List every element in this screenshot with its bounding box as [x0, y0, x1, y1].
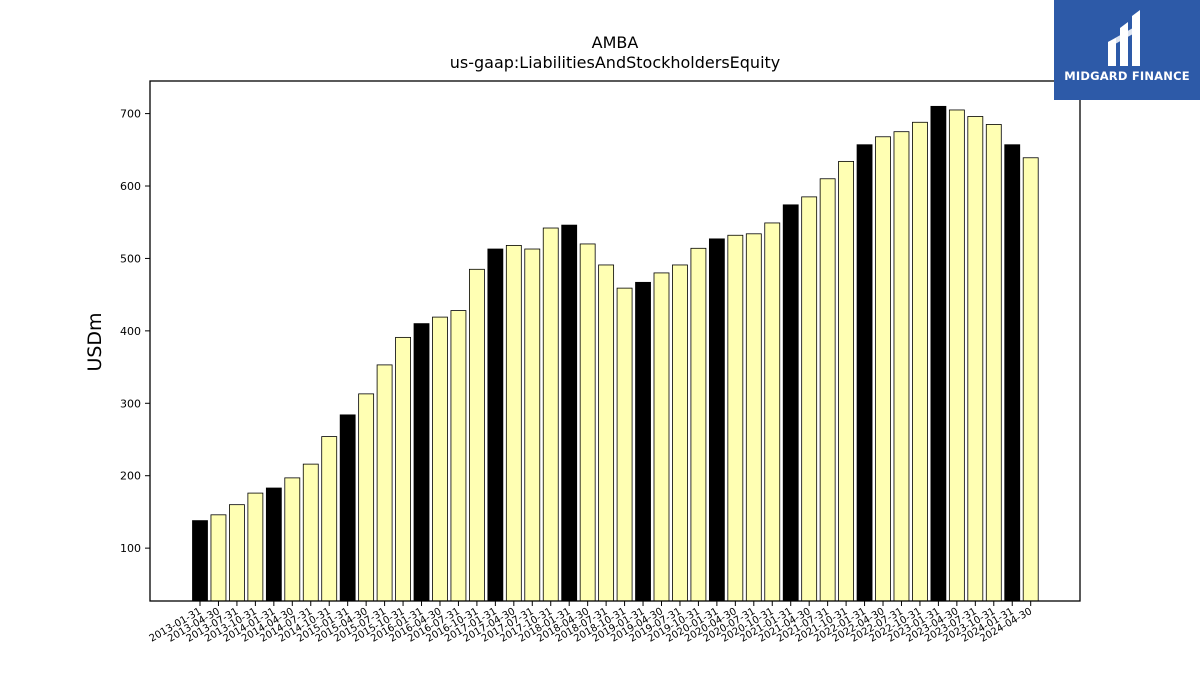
bar-2015-10-31 — [395, 336, 411, 602]
y-tick-label: 400 — [120, 325, 141, 338]
bar-2022-07-31 — [893, 131, 910, 602]
bar-2016-07-31 — [450, 310, 467, 602]
bar-2023-10-31 — [985, 124, 1002, 602]
chart-title: AMBA — [592, 33, 639, 52]
bar-2019-07-31 — [672, 264, 688, 602]
bar-2014-01-31 — [265, 487, 282, 602]
bar-2024-01-31 — [1004, 144, 1021, 602]
bar-2022-10-31 — [912, 121, 928, 602]
bar-2016-01-31 — [413, 323, 430, 602]
bar-2014-10-31 — [321, 436, 338, 602]
bar-2020-04-30 — [727, 234, 744, 602]
y-tick-label: 700 — [120, 108, 141, 121]
bar-2018-10-31 — [616, 287, 633, 602]
bar-2015-01-31 — [339, 414, 356, 602]
bar-2016-04-30 — [432, 316, 448, 602]
bar-2014-04-30 — [284, 477, 301, 602]
chart-subtitle: us-gaap:LiabilitiesAndStockholdersEquity — [450, 53, 781, 72]
bar-2013-01-31 — [192, 520, 208, 602]
bar-2023-04-30 — [948, 109, 965, 602]
bar-2018-01-31 — [561, 224, 578, 602]
y-axis-ticks: 100 200 300 400 500 600 700 — [120, 108, 150, 555]
bar-2020-10-31 — [764, 222, 781, 602]
bar-2013-10-31 — [247, 492, 264, 602]
bar-2019-01-31 — [635, 281, 651, 602]
bar-2021-04-30 — [801, 196, 818, 602]
bar-2018-04-30 — [579, 243, 596, 602]
bar-2017-04-30 — [505, 244, 522, 602]
bar-2016-10-31 — [468, 268, 485, 602]
bar-2020-07-31 — [745, 233, 762, 602]
bar-2020-01-31 — [708, 238, 725, 602]
bar-2017-10-31 — [542, 227, 559, 602]
y-tick-label: 500 — [120, 252, 141, 265]
y-axis-label: USDm — [84, 312, 106, 371]
plot-frame — [149, 80, 1081, 602]
bars-group — [192, 105, 1039, 602]
y-tick-label: 600 — [120, 180, 141, 193]
bar-2023-07-31 — [967, 116, 984, 602]
y-tick-label: 300 — [120, 397, 141, 410]
bar-2021-07-31 — [819, 178, 836, 602]
bar-2015-04-30 — [358, 393, 375, 602]
bar-2019-10-31 — [690, 247, 707, 602]
bar-2022-04-30 — [875, 136, 891, 602]
bar-2013-04-30 — [210, 514, 227, 602]
bar-2014-07-31 — [302, 463, 319, 602]
x-axis-ticks: 2013-01-312013-04-302013-07-312013-10-31… — [148, 601, 1034, 645]
bar-2018-07-31 — [598, 264, 615, 602]
y-tick-label: 100 — [120, 542, 141, 555]
bar-2023-01-31 — [930, 105, 947, 602]
bar-2017-01-31 — [487, 248, 504, 602]
bar-2022-01-31 — [856, 144, 873, 602]
bar-2021-01-31 — [782, 204, 799, 602]
midgard-logo-icon — [1108, 10, 1140, 66]
y-tick-label: 200 — [120, 470, 141, 483]
bar-2015-07-31 — [376, 364, 393, 602]
bar-2017-07-31 — [524, 248, 541, 602]
brand-logo: MIDGARD FINANCE — [1054, 0, 1200, 100]
logo-text: MIDGARD FINANCE — [1064, 69, 1190, 83]
bar-2021-10-31 — [838, 160, 854, 602]
bar-2013-07-31 — [229, 504, 245, 602]
bar-2019-04-30 — [653, 272, 670, 602]
bar-2024-04-30 — [1022, 157, 1039, 602]
